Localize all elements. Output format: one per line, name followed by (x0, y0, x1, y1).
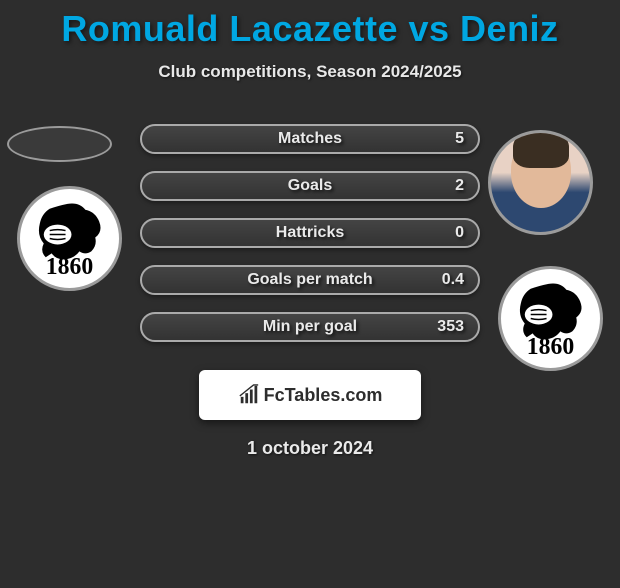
brand-card: FcTables.com (199, 370, 421, 420)
stat-value: 0 (455, 224, 464, 242)
player2-avatar (488, 130, 593, 235)
stat-value: 2 (455, 177, 464, 195)
player1-avatar-placeholder (7, 126, 112, 162)
stat-value: 5 (455, 130, 464, 148)
stat-label: Goals per match (247, 271, 372, 289)
brand-text: FcTables.com (264, 385, 383, 406)
player2-club-badge: 1860 (498, 266, 603, 371)
comparison-card: Romuald Lacazette vs Deniz Club competit… (0, 8, 620, 459)
stat-row: Min per goal 353 (140, 312, 480, 342)
club-year-text: 1860 (46, 254, 94, 280)
club-year-text: 1860 (527, 334, 575, 360)
brand-label: FcTables.com (238, 384, 383, 406)
stat-value: 353 (437, 318, 464, 336)
stat-label: Min per goal (263, 318, 357, 336)
page-subtitle: Club competitions, Season 2024/2025 (0, 62, 620, 82)
stat-label: Hattricks (276, 224, 344, 242)
stat-value: 0.4 (442, 271, 464, 289)
club-badge-1860-icon: 1860 (20, 189, 119, 288)
stat-row: Matches 5 (140, 124, 480, 154)
stat-row: Hattricks 0 (140, 218, 480, 248)
player2-face-placeholder (511, 138, 571, 208)
stat-label: Matches (278, 130, 342, 148)
footer-date: 1 october 2024 (0, 438, 620, 459)
stat-row: Goals per match 0.4 (140, 265, 480, 295)
player1-club-badge: 1860 (17, 186, 122, 291)
bar-chart-icon (238, 384, 260, 406)
page-title: Romuald Lacazette vs Deniz (0, 8, 620, 50)
club-badge-1860-icon: 1860 (501, 269, 600, 368)
stat-label: Goals (288, 177, 332, 195)
stat-row: Goals 2 (140, 171, 480, 201)
stats-list: Matches 5 Goals 2 Hattricks 0 Goals per … (140, 124, 480, 342)
